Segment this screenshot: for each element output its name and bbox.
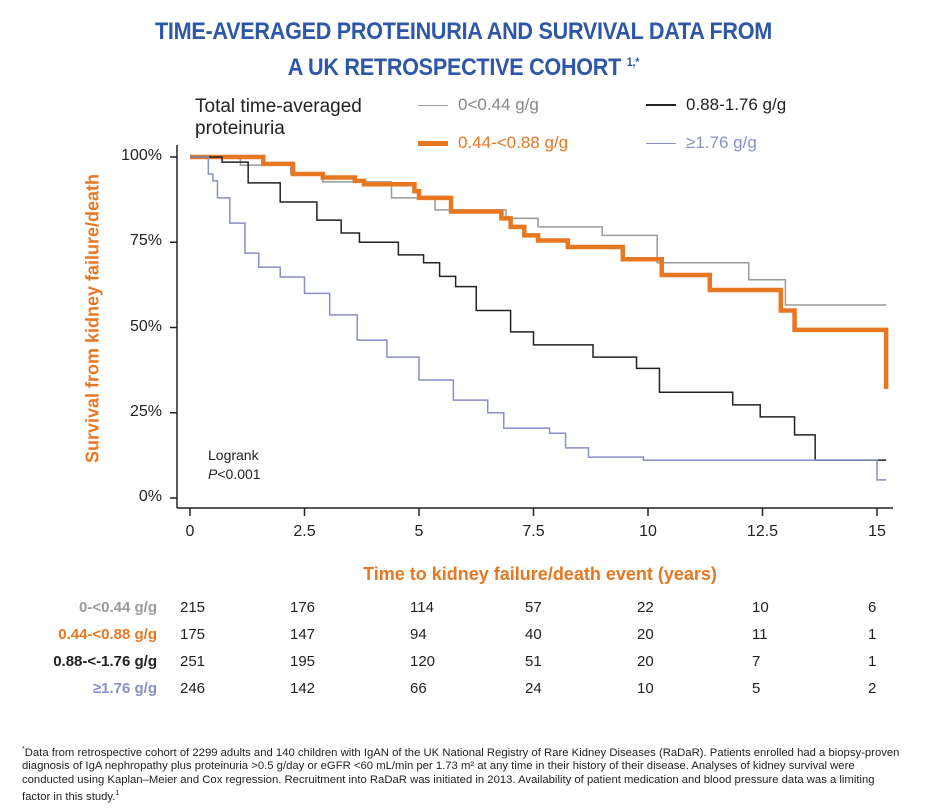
legend-item-3: ≥1.76 g/g — [646, 133, 757, 153]
logrank-label: Logrank — [208, 447, 259, 463]
risk-cell: 11 — [752, 626, 768, 643]
risk-cell: 66 — [410, 680, 427, 697]
legend-label: ≥1.76 g/g — [686, 133, 757, 152]
risk-cell: 51 — [525, 653, 542, 670]
risk-cell: 251 — [180, 653, 206, 670]
logrank-annotation: Logrank P<0.001 — [208, 446, 261, 484]
risk-cell: 1 — [868, 626, 877, 643]
risk-cell: 120 — [410, 653, 436, 670]
y-tick-label: 25% — [129, 402, 162, 420]
survival-curve-2 — [190, 156, 887, 461]
chart-title: TIME-AVERAGED PROTEINURIA AND SURVIVAL D… — [46, 16, 880, 83]
risk-row-label: 0-<0.44 g/g — [79, 599, 157, 616]
risk-cell: 10 — [752, 599, 769, 616]
risk-cell: 20 — [637, 653, 654, 670]
x-tick-label: 7.5 — [522, 523, 545, 540]
x-tick-label: 12.5 — [746, 523, 779, 540]
title-superscript: 1,* — [626, 55, 640, 69]
legend-label: 0<0.44 g/g — [458, 95, 539, 114]
legend-item-1: 0.44-<0.88 g/g — [418, 133, 568, 153]
risk-cell: 94 — [410, 626, 427, 643]
risk-cell: 246 — [180, 680, 206, 697]
risk-cell: 142 — [290, 680, 316, 697]
risk-cell: 57 — [525, 599, 542, 616]
risk-cell: 175 — [180, 626, 206, 643]
risk-cell: 114 — [410, 599, 434, 616]
risk-row-label: ≥1.76 g/g — [92, 680, 157, 697]
risk-cell: 195 — [290, 653, 316, 670]
risk-cell: 20 — [637, 626, 654, 643]
risk-cell: 10 — [637, 680, 654, 697]
y-tick-label: 0% — [138, 488, 162, 505]
x-tick-label: 15 — [868, 523, 886, 540]
risk-cell: 22 — [637, 599, 654, 616]
x-axis-label: Time to kidney failure/death event (year… — [363, 564, 717, 584]
title-line-1: TIME-AVERAGED PROTEINURIA AND SURVIVAL D… — [154, 18, 773, 45]
legend-title: Total time-averaged proteinuria — [195, 96, 362, 139]
y-tick-label: 100% — [121, 147, 162, 164]
survival-curve-1 — [190, 154, 889, 389]
legend-label: 0.88-1.76 g/g — [686, 95, 787, 114]
legend-swatch — [646, 104, 676, 106]
x-tick-label: 0 — [185, 523, 195, 540]
x-tick-label: 10 — [639, 523, 657, 540]
legend-swatch — [418, 104, 448, 106]
risk-cell: 2 — [868, 680, 877, 697]
risk-cell: 40 — [525, 626, 542, 643]
survival-curve-3 — [190, 156, 887, 481]
legend-item-0: 0<0.44 g/g — [418, 95, 539, 115]
legend-label: 0.44-<0.88 g/g — [458, 133, 569, 152]
survival-curve-0 — [190, 156, 887, 306]
risk-cell: 176 — [290, 599, 316, 616]
y-tick-label: 75% — [129, 232, 162, 250]
risk-cell: 7 — [752, 653, 761, 670]
legend-swatch — [418, 140, 448, 146]
x-tick-label: 5 — [414, 523, 424, 540]
risk-row-label: 0.44-<0.88 g/g — [58, 626, 157, 643]
risk-cell: 5 — [752, 680, 761, 697]
footnote: *Data from retrospective cohort of 2299 … — [22, 746, 900, 804]
risk-row-label: 0.88-<-1.76 g/g — [53, 653, 157, 670]
risk-cell: 24 — [525, 680, 542, 697]
risk-cell: 147 — [290, 626, 316, 643]
x-tick-label: 2.5 — [293, 523, 316, 540]
title-line-2: A UK RETROSPECTIVE COHORT 1,* — [287, 54, 640, 81]
risk-cell: 6 — [868, 599, 877, 616]
legend-item-2: 0.88-1.76 g/g — [646, 95, 786, 115]
y-tick-label: 50% — [129, 317, 162, 335]
legend-swatch — [646, 142, 676, 144]
p-value: P<0.001 — [208, 466, 261, 482]
risk-cell: 215 — [180, 599, 206, 616]
risk-cell: 1 — [868, 653, 877, 670]
